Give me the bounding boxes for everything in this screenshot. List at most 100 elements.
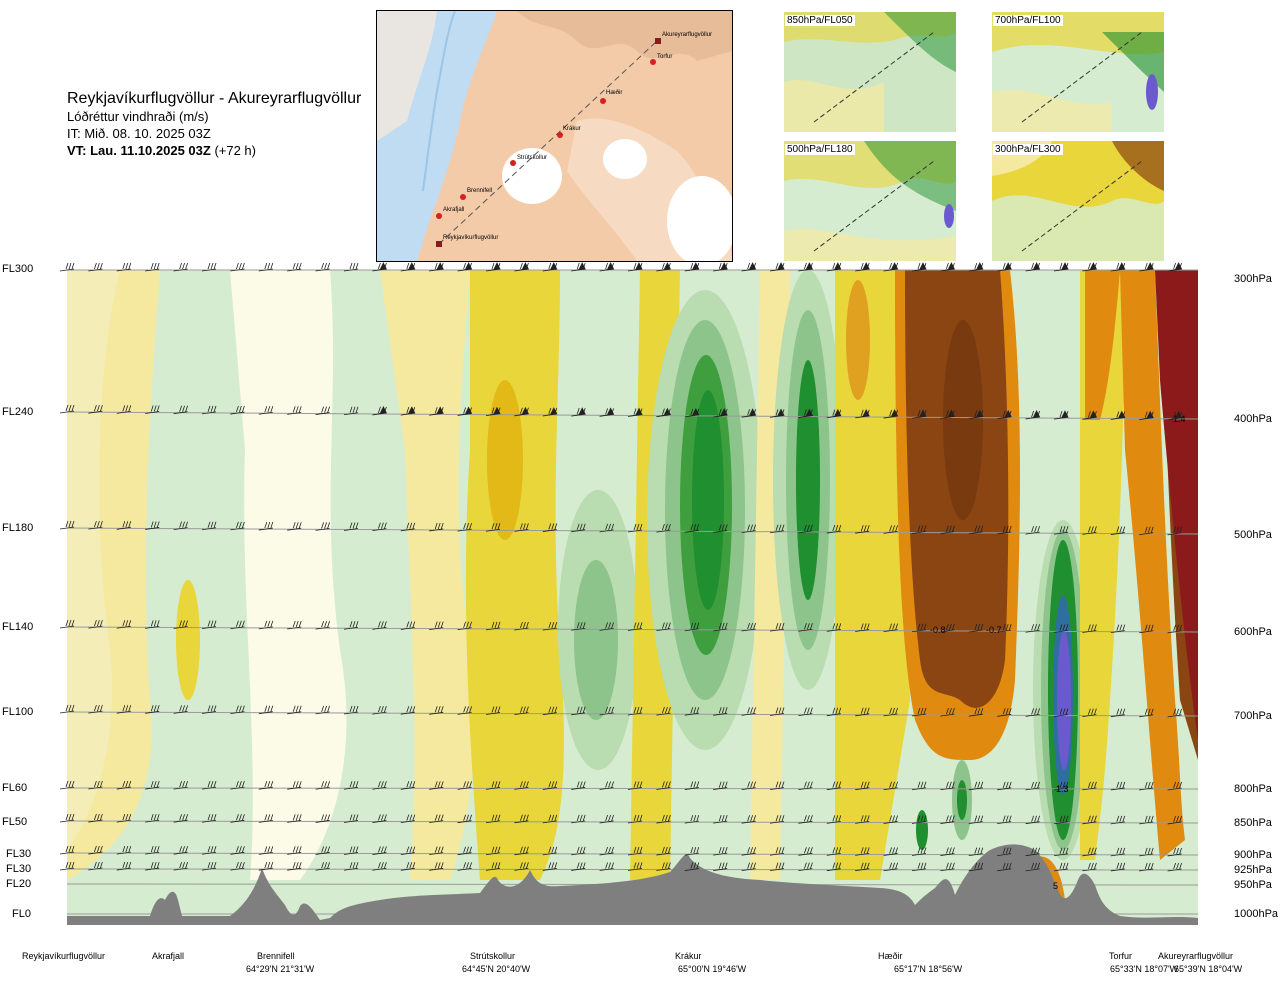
wind-barb-4-8 xyxy=(287,705,302,715)
wind-barb-3-18 xyxy=(571,622,586,631)
thumb-300-label: 300hPa/FL300 xyxy=(993,144,1063,155)
wind-barb-0-29 xyxy=(883,262,899,272)
wind-barb-8-27 xyxy=(826,862,842,872)
wind-barb-4-3 xyxy=(145,705,160,714)
wind-barb-4-26 xyxy=(798,707,813,716)
wind-barb-0-12 xyxy=(400,262,416,272)
wind-barb-2-4 xyxy=(173,521,188,530)
wind-barb-7-20 xyxy=(627,846,643,856)
wind-barb-5-37 xyxy=(1110,781,1126,791)
wind-barb-0-9 xyxy=(315,262,330,272)
wind-barb-4-2 xyxy=(116,705,132,714)
wind-barb-0-28 xyxy=(855,262,870,272)
wind-barb-8-35 xyxy=(1053,862,1069,872)
wind-barb-2-37 xyxy=(1110,526,1126,535)
route-title: Reykjavíkurflugvöllur - Akureyrarflugvöl… xyxy=(67,90,362,107)
wind-barb-5-34 xyxy=(1025,781,1040,791)
wind-barb-7-39 xyxy=(1167,847,1182,857)
wind-barb-5-11 xyxy=(372,781,387,790)
wind-barb-1-11 xyxy=(372,406,388,416)
wind-barb-0-18 xyxy=(571,262,586,272)
wind-barb-8-19 xyxy=(599,862,614,871)
fl-label-140: FL140 xyxy=(2,621,34,633)
wind-barb-5-2 xyxy=(116,780,132,790)
wind-barb-2-32 xyxy=(968,525,984,535)
wind-barb-6-36 xyxy=(1082,815,1097,825)
wind-barb-0-5 xyxy=(201,262,217,272)
thumb-300[interactable]: 300hPa/FL300 xyxy=(992,141,1164,261)
wind-barb-8-36 xyxy=(1082,862,1097,872)
wind-barb-5-29 xyxy=(883,781,898,791)
wind-barb-2-7 xyxy=(258,521,274,531)
wind-barb-0-21 xyxy=(656,262,672,272)
wind-barb-2-5 xyxy=(201,521,217,531)
wind-barb-3-5 xyxy=(201,620,217,630)
wind-barb-3-26 xyxy=(798,623,813,632)
wind-barb-6-24 xyxy=(741,815,756,824)
wind-barb-4-4 xyxy=(173,705,188,714)
wind-barb-0-17 xyxy=(542,262,558,272)
wind-barb-6-32 xyxy=(968,815,984,824)
fl-label-30a: FL30 xyxy=(6,848,32,860)
wind-barb-8-11 xyxy=(372,862,387,871)
thumb-700[interactable]: 700hPa/FL100 xyxy=(992,12,1164,132)
wind-barb-0-23 xyxy=(713,262,728,272)
wind-barb-0-4 xyxy=(173,262,188,272)
wind-barb-3-15 xyxy=(485,621,501,631)
wind-barb-2-13 xyxy=(429,522,444,532)
wind-barb-1-2 xyxy=(116,405,132,414)
wind-barb-6-34 xyxy=(1025,815,1040,825)
wind-barb-6-17 xyxy=(542,814,558,824)
wind-barb-6-30 xyxy=(911,815,927,824)
thumb-700-svg xyxy=(992,12,1164,132)
waypoint-coord-haedir: 65°17'N 18°56'W xyxy=(894,964,963,974)
wind-barb-1-7 xyxy=(258,406,274,415)
wind-barb-4-12 xyxy=(400,706,416,715)
wind-barb-3-13 xyxy=(429,621,444,631)
wind-barb-3-38 xyxy=(1139,624,1154,634)
thumb-700-label: 700hPa/FL100 xyxy=(993,15,1063,26)
wind-barb-0-34 xyxy=(1025,262,1041,272)
wind-barb-7-5 xyxy=(201,846,217,855)
map-label-aey: Akureyrarflugvöllur xyxy=(662,32,712,38)
wind-barb-7-3 xyxy=(145,846,160,855)
wind-barb-5-27 xyxy=(826,781,842,791)
map-label-haedir: Hæðir xyxy=(606,89,622,96)
wind-barb-3-0 xyxy=(59,619,75,629)
wind-barb-7-9 xyxy=(315,846,330,855)
wind-barb-7-0 xyxy=(59,845,75,855)
wind-barb-7-22 xyxy=(684,846,700,856)
wind-barb-0-27 xyxy=(826,262,842,272)
hpa-label-850: 850hPa xyxy=(1234,817,1272,829)
annotation-2: -0.7 xyxy=(986,625,1002,635)
wind-barb-4-7 xyxy=(258,705,274,715)
valid-time-offset: (+72 h) xyxy=(214,143,256,158)
wind-barb-2-38 xyxy=(1139,526,1154,536)
wind-barb-1-32 xyxy=(968,409,984,419)
waypoint-coord-brennifell: 64°29'N 21°31'W xyxy=(246,964,315,974)
wind-barb-1-17 xyxy=(542,407,558,417)
hpa-label-900: 900hPa xyxy=(1234,849,1272,861)
wind-barb-2-27 xyxy=(826,524,842,534)
wind-barb-1-16 xyxy=(514,406,530,417)
wind-barb-4-6 xyxy=(230,705,245,714)
wind-barb-3-34 xyxy=(1025,624,1040,633)
wind-barb-4-18 xyxy=(571,706,586,716)
thumb-500[interactable]: 500hPa/FL180 xyxy=(784,141,956,261)
wind-barb-6-2 xyxy=(116,813,132,823)
thumb-850[interactable]: 850hPa/FL050 xyxy=(784,12,956,132)
map-label-strutskollur: Strútskollur xyxy=(517,155,547,161)
wind-barb-0-3 xyxy=(145,262,160,272)
waypoint-label-akrafjall: Akrafjall xyxy=(152,951,185,961)
wind-barb-5-16 xyxy=(514,781,529,790)
map-marker-haedir xyxy=(600,98,606,104)
wind-barbs xyxy=(59,262,1183,872)
wind-barb-1-3 xyxy=(145,405,160,414)
wind-barb-0-25 xyxy=(769,262,785,272)
waypoint-label-strutskollur: Strútskollur xyxy=(470,951,516,961)
wind-barb-8-21 xyxy=(656,862,671,871)
wind-barb-3-12 xyxy=(400,621,416,630)
fl-label-100: FL100 xyxy=(2,706,34,718)
wind-barb-3-27 xyxy=(826,623,842,632)
wind-barb-8-5 xyxy=(201,861,217,871)
